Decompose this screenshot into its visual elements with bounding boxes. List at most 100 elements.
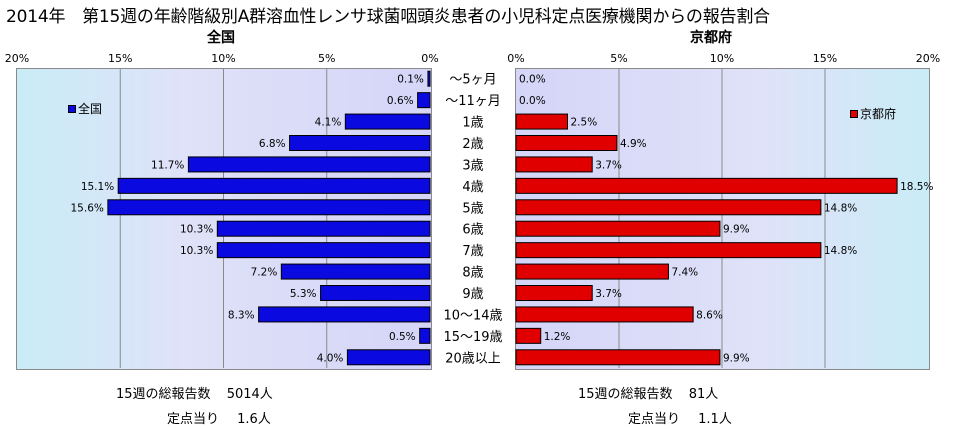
left-bar (107, 199, 431, 216)
left-tick-label: 5% (318, 52, 335, 65)
left-data-label: 6.8% (259, 138, 286, 150)
right-data-label: 7.4% (671, 267, 698, 279)
left-data-label: 0.6% (387, 95, 414, 107)
left-legend: 全国 (68, 100, 102, 117)
right-panel-title: 京都府 (690, 30, 732, 46)
chart-title: 2014年 第15週の年齢階級別A群溶血性レンサ球菌咽頭炎患者の小児科定点医療機… (6, 7, 770, 27)
right-tick-label: 20% (916, 52, 940, 65)
left-panel-title: 全国 (207, 30, 235, 46)
right-bar (515, 327, 542, 344)
left-bar (320, 285, 431, 301)
left-data-label: 0.5% (389, 331, 416, 343)
right-bar (515, 135, 618, 151)
category-label: ～5ヶ月 (449, 73, 496, 88)
right-data-label: 14.8% (824, 202, 857, 214)
category-label: 4歳 (462, 180, 483, 195)
left-bar (117, 177, 431, 194)
left-bar (280, 263, 431, 280)
right-per-line: 定点当り 1.1人 (628, 408, 732, 427)
left-bar (216, 242, 431, 259)
right-data-label: 1.2% (544, 331, 571, 343)
right-total-label: 15週の総報告数 (578, 387, 673, 402)
right-data-label: 9.9% (723, 224, 750, 236)
right-bar (515, 306, 694, 323)
right-per-label: 定点当り (628, 412, 681, 427)
left-bar (427, 70, 431, 87)
left-tick-label: 20% (5, 52, 29, 65)
left-data-label: 7.2% (251, 267, 278, 279)
category-label: ～11ヶ月 (445, 94, 501, 109)
left-data-label: 10.3% (180, 245, 213, 257)
right-legend-swatch (850, 109, 858, 118)
left-data-label: 4.1% (315, 117, 342, 129)
right-data-label: 3.7% (595, 288, 622, 300)
category-label: 7歳 (462, 244, 483, 259)
category-label: 9歳 (462, 287, 483, 302)
left-bar (419, 327, 431, 344)
category-label: 5歳 (462, 201, 483, 216)
left-tick-label: 10% (211, 52, 235, 65)
category-label: 3歳 (462, 158, 483, 173)
right-bar (515, 242, 822, 259)
right-bar (515, 156, 593, 173)
right-tick-label: 0% (507, 52, 524, 65)
left-data-label: 10.3% (180, 224, 213, 236)
left-bar (344, 113, 431, 130)
right-data-label: 0.0% (519, 95, 546, 107)
category-label: 10～14歳 (443, 308, 502, 323)
left-tick-label: 0% (421, 52, 438, 65)
right-total-line: 15週の総報告数 81人 (578, 383, 718, 402)
right-data-label: 18.5% (900, 181, 933, 193)
right-legend-label: 京都府 (860, 107, 897, 121)
left-legend-label: 全国 (78, 102, 103, 116)
right-bar (515, 349, 721, 366)
right-data-label: 8.6% (696, 309, 723, 321)
right-per-value: 1.1人 (698, 412, 732, 427)
right-data-label: 14.8% (824, 245, 857, 257)
left-data-label: 15.6% (71, 202, 104, 214)
category-label: 20歳以上 (445, 351, 501, 366)
left-tick-label: 15% (108, 52, 132, 65)
left-bar (258, 306, 431, 323)
left-data-label: 5.3% (290, 288, 317, 300)
left-data-label: 15.1% (81, 181, 114, 193)
right-data-label: 0.0% (519, 74, 546, 86)
right-tick-label: 10% (710, 52, 734, 65)
left-bar (417, 92, 431, 109)
left-legend-swatch (68, 104, 76, 113)
left-bar (289, 135, 431, 151)
left-per-value: 1.6人 (237, 412, 271, 427)
right-bar (515, 285, 593, 301)
left-total-label: 15週の総報告数 (116, 387, 211, 402)
category-label: 6歳 (462, 223, 483, 238)
category-label: 15～19歳 (443, 330, 502, 345)
left-total-value: 5014人 (226, 387, 273, 402)
right-bar (515, 199, 822, 216)
left-data-label: 8.3% (228, 309, 255, 321)
right-data-label: 2.5% (571, 117, 598, 129)
left-bar (216, 220, 431, 237)
right-bar (515, 263, 669, 280)
left-data-label: 0.1% (397, 74, 424, 86)
left-bar (187, 156, 431, 173)
right-bar (515, 177, 898, 194)
category-label: 1歳 (462, 116, 483, 131)
right-tick-label: 15% (813, 52, 837, 65)
right-bar (515, 220, 721, 237)
right-total-value: 81人 (688, 387, 719, 402)
category-label: 2歳 (462, 137, 483, 152)
category-label: 8歳 (462, 266, 483, 281)
right-data-label: 4.9% (620, 138, 647, 150)
left-per-label: 定点当り (167, 412, 220, 427)
right-legend: 京都府 (850, 105, 896, 122)
right-bar (515, 113, 568, 130)
left-total-line: 15週の総報告数 5014人 (116, 383, 273, 402)
left-data-label: 4.0% (317, 352, 344, 364)
right-data-label: 9.9% (723, 352, 750, 364)
right-tick-label: 5% (610, 52, 627, 65)
right-data-label: 3.7% (595, 159, 622, 171)
left-per-line: 定点当り 1.6人 (167, 408, 271, 427)
left-data-label: 11.7% (151, 159, 184, 171)
